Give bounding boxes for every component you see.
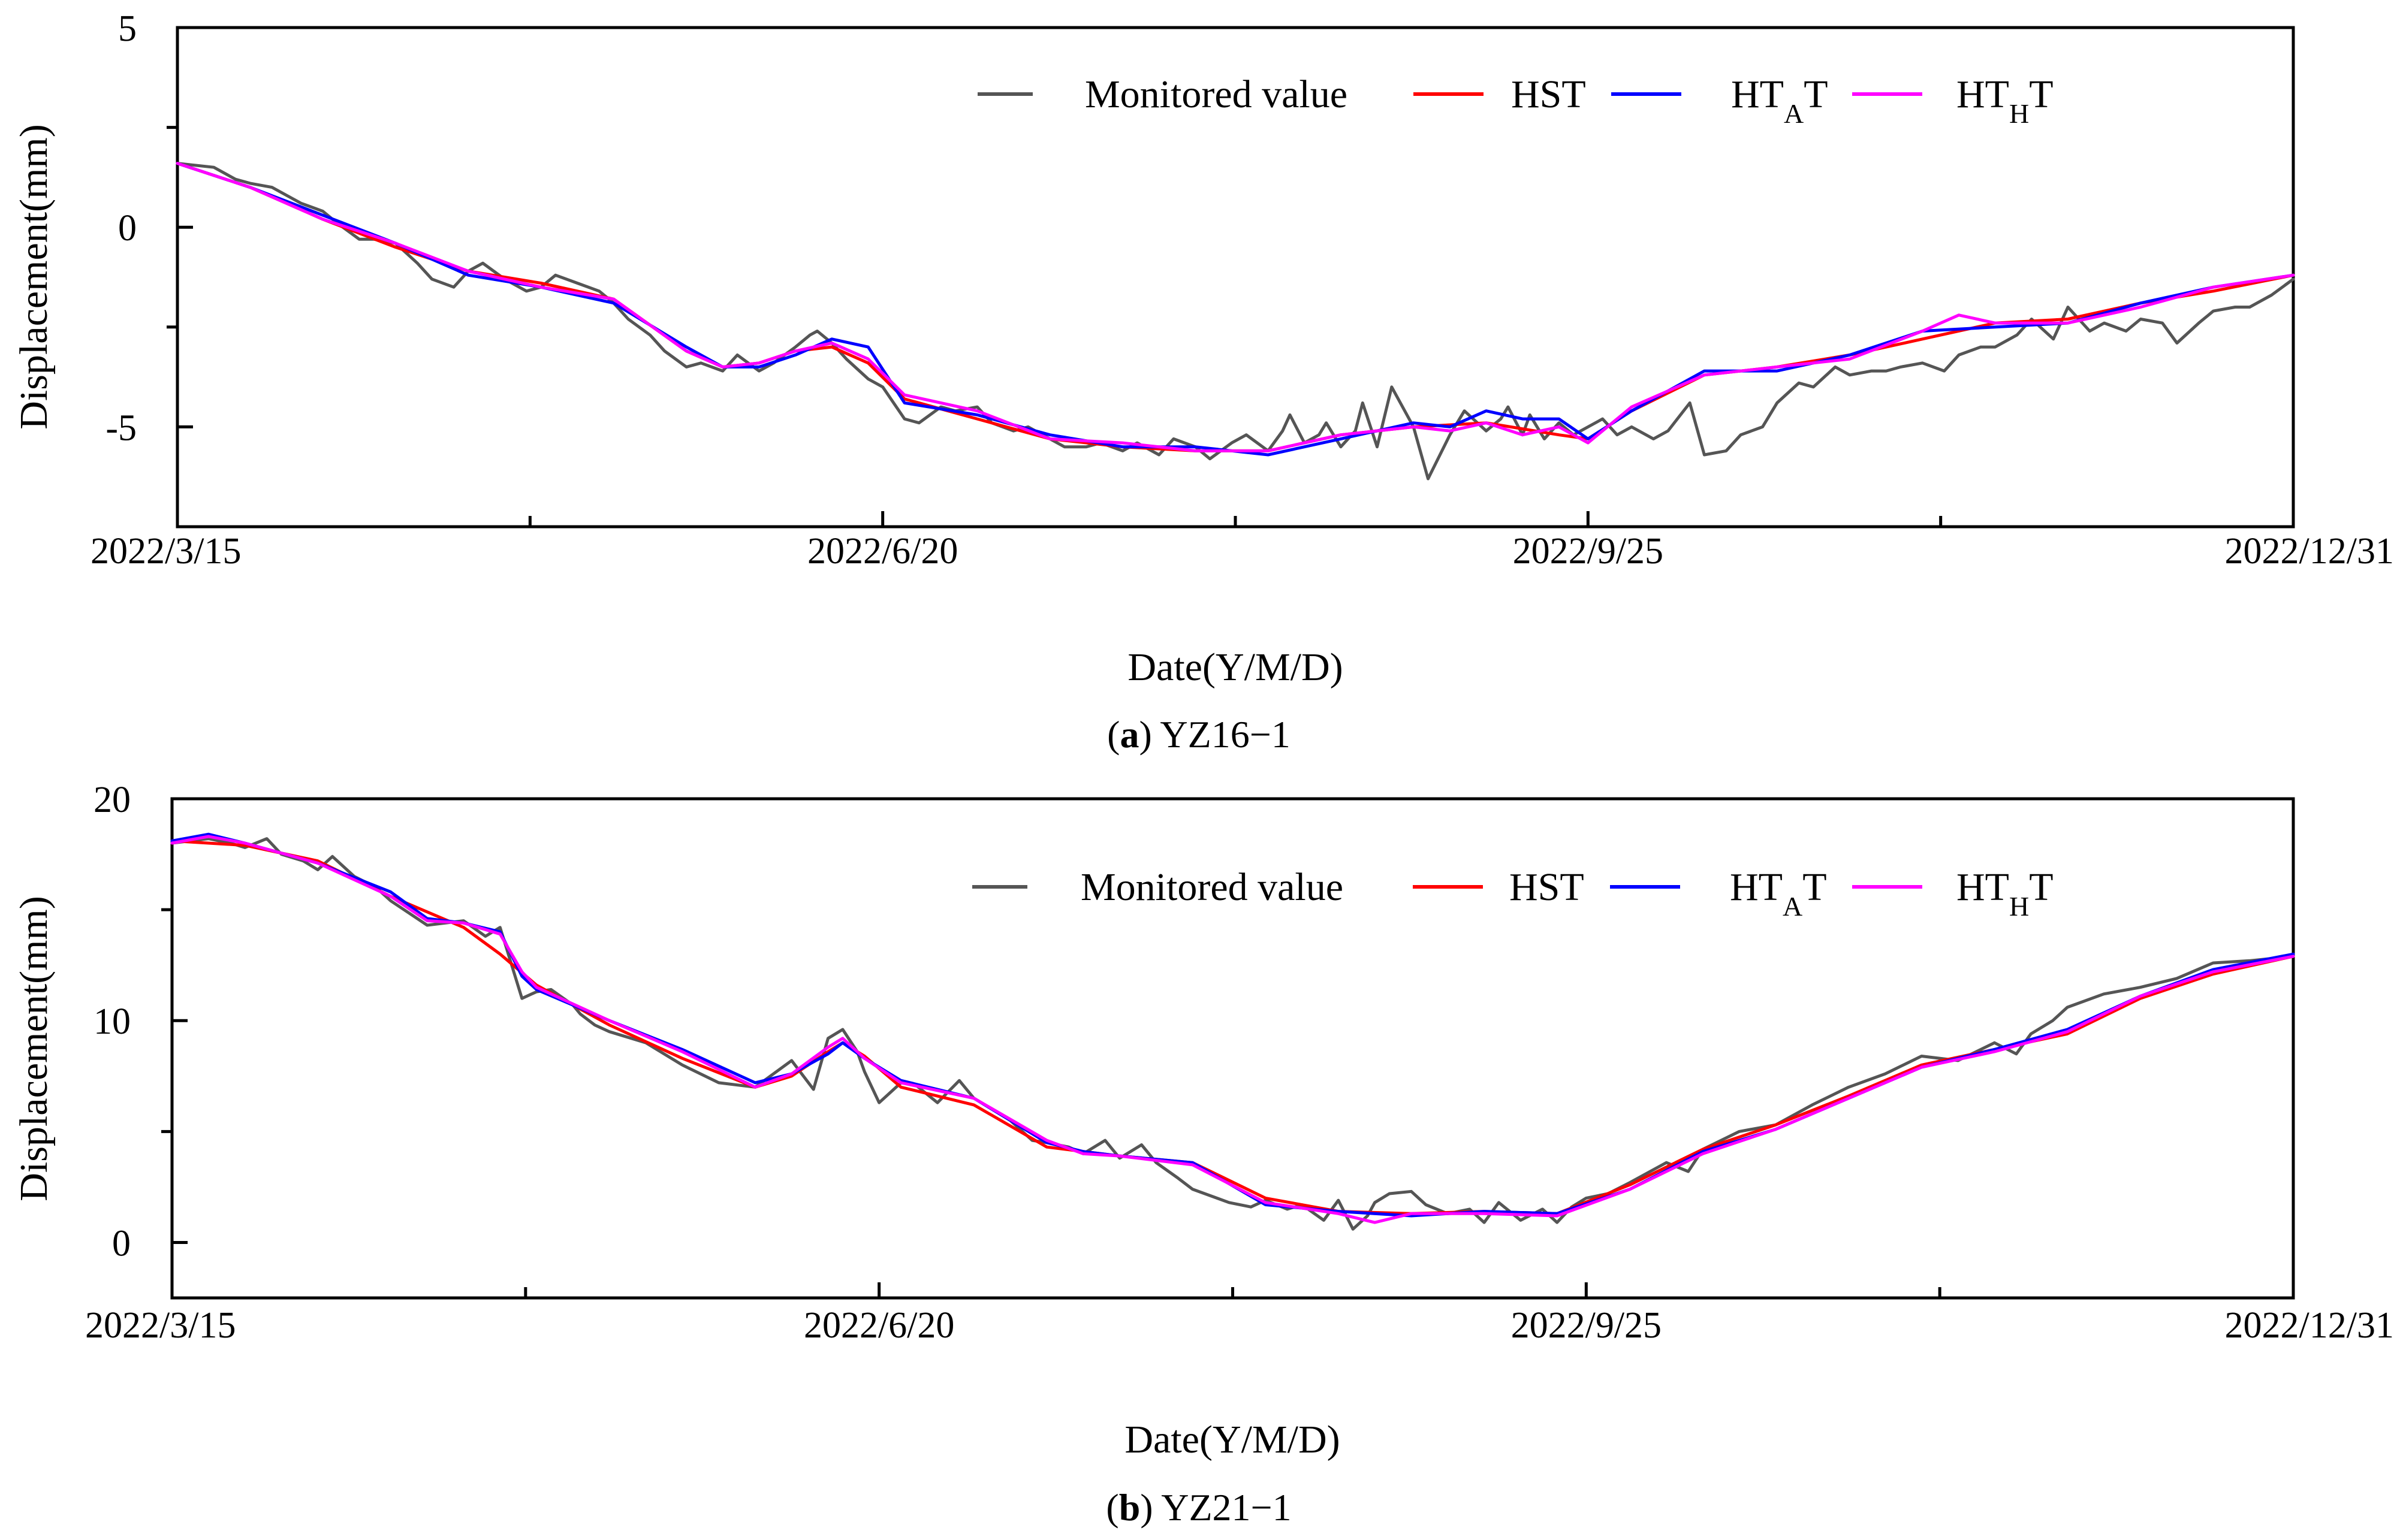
x-tick-label: 2022/12/31 [2225,531,2394,572]
legend-label: HTAT [1731,73,1828,129]
axis-ticks: 5 0 -5 2022/3/15 2022/6/20 2022/9/25 2022/12/3… [91,8,2394,572]
legend-label: Monitored value [1081,865,1343,909]
legend-label: HST [1509,865,1584,909]
panel-caption: (a) YZ16−1 [1107,713,1291,756]
series-line-monitored-value [170,837,2295,1231]
chart-panel-a: 5 0 -5 2022/3/15 2022/6/20 2022/9/25 2022/12/3… [12,8,2394,756]
chart-panel-b: 20 10 0 2022/3/15 2022/6/20 2022/9/25 2022/12/… [12,780,2394,1529]
caption-text: YZ16−1 [1152,713,1291,756]
x-tick-label: 2022/3/15 [85,1305,236,1346]
legend-label: HTAT [1730,865,1827,922]
x-tick-label: 2022/9/25 [1511,1305,1662,1346]
panel-caption: (b) YZ21−1 [1106,1486,1291,1529]
legend-label: HTHT [1956,73,2054,129]
series-line-htat [176,162,2295,457]
x-tick-label: 2022/9/25 [1513,531,1663,572]
series-line-monitored-value [176,162,2295,481]
y-tick-label: -5 [105,407,137,448]
y-tick-label: 10 [94,1001,131,1042]
x-tick-label: 2022/12/31 [2225,1305,2394,1346]
x-axis-title: Date(Y/M/D) [1127,645,1343,689]
y-tick-label: 0 [118,208,137,249]
series-line-htht [176,162,2295,452]
axis-ticks: 20 10 0 2022/3/15 2022/6/20 2022/9/25 2022/12/… [85,780,2394,1346]
x-axis-title: Date(Y/M/D) [1124,1418,1340,1462]
y-axis-title: Displacement(mm) [12,896,56,1201]
series-line-htht [170,835,2295,1224]
legend-label: HTHT [1956,865,2054,922]
caption-letter: a [1120,713,1139,756]
series-line-hst [176,162,2295,452]
y-tick-label: 5 [118,8,137,49]
legend: Monitored value HST HTAT HTHT [972,865,2054,922]
y-tick-label: 0 [112,1223,131,1264]
y-tick-label: 20 [94,780,131,820]
plot-series [176,162,2295,481]
legend-label: Monitored value [1085,73,1347,116]
x-tick-label: 2022/6/20 [807,531,958,572]
x-tick-label: 2022/6/20 [804,1305,954,1346]
caption-text: YZ21−1 [1153,1486,1292,1529]
plot-series [170,832,2295,1231]
caption-letter: b [1119,1486,1141,1529]
legend-label: HST [1511,73,1586,116]
legend: Monitored value HST HTAT HTHT [978,73,2054,129]
y-axis-title: Displacement(mm) [12,124,56,430]
x-tick-label: 2022/3/15 [91,531,241,572]
